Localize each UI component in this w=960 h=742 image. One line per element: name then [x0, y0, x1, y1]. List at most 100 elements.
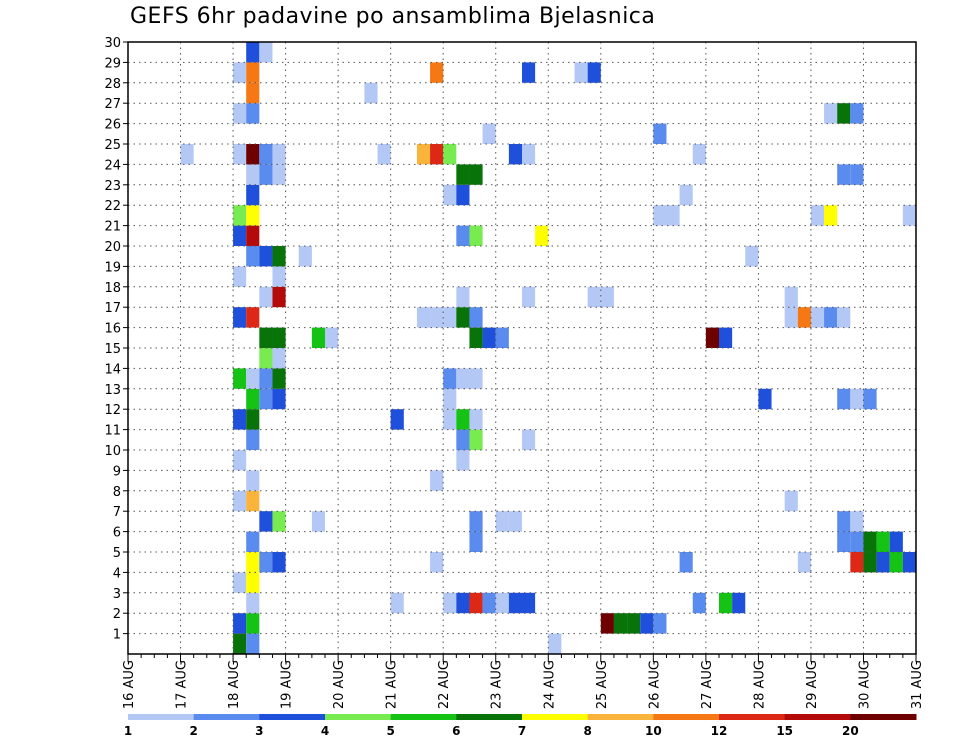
heat-cell: [495, 592, 509, 614]
colorbar-swatch: [784, 714, 851, 720]
colorbar-swatch: [653, 714, 720, 720]
heat-cell: [233, 103, 247, 124]
heat-cell: [272, 327, 286, 348]
heat-cell: [246, 613, 260, 634]
heat-cell: [482, 123, 496, 144]
heat-cell: [850, 511, 864, 532]
heat-cell: [246, 409, 260, 430]
heat-cell: [902, 552, 916, 573]
heat-cell: [679, 184, 693, 206]
chart-title: GEFS 6hr padavine po ansamblima Bjelasni…: [130, 4, 656, 29]
heat-cell: [390, 409, 404, 430]
heat-cell: [889, 531, 903, 552]
y-tick-label: 30: [104, 36, 121, 51]
heat-cell: [259, 327, 273, 348]
heat-cell: [600, 286, 614, 308]
heat-cell: [233, 633, 247, 654]
x-tick-label: 23 AUG: [490, 660, 505, 709]
y-tick-label: 18: [104, 281, 121, 296]
heat-cell: [456, 225, 470, 246]
heat-cell: [522, 592, 536, 614]
colorbar-label: 2: [189, 724, 197, 738]
heat-cell: [246, 42, 260, 63]
heat-cell: [246, 368, 260, 389]
colorbar-swatch: [193, 714, 260, 720]
x-tick-label: 28 AUG: [752, 660, 767, 709]
heat-cell: [272, 388, 286, 410]
heat-cell: [311, 511, 325, 532]
heat-cell: [443, 409, 457, 430]
y-tick-label: 4: [113, 566, 121, 581]
heat-cell: [246, 164, 260, 185]
heat-cell: [456, 450, 470, 471]
heat-cell: [469, 368, 483, 389]
y-tick-label: 17: [104, 301, 121, 316]
heat-cell: [443, 592, 457, 614]
x-tick-label: 19 AUG: [280, 660, 295, 709]
heat-cell: [837, 511, 851, 532]
y-tick-label: 6: [113, 526, 121, 541]
heat-cell: [456, 409, 470, 430]
heat-cell: [390, 592, 404, 614]
y-tick-label: 19: [104, 260, 121, 275]
heat-cell: [246, 388, 260, 410]
heat-cell: [443, 184, 457, 206]
heat-cell: [837, 531, 851, 552]
heat-cell: [902, 205, 916, 226]
heat-cell: [850, 388, 864, 410]
heat-cell: [522, 62, 536, 83]
heat-cell: [311, 327, 325, 348]
heat-cell: [508, 144, 522, 165]
colorbar-swatch: [390, 714, 457, 720]
heat-cell: [430, 552, 444, 573]
y-tick-label: 29: [104, 56, 121, 71]
y-tick-label: 7: [113, 505, 121, 520]
x-tick-label: 25 AUG: [595, 660, 610, 709]
heat-cell: [653, 123, 667, 144]
heat-cell: [456, 307, 470, 328]
heat-cell: [246, 144, 260, 165]
heat-cell: [535, 225, 549, 246]
heat-cell: [824, 205, 838, 226]
heat-cell: [850, 552, 864, 573]
heat-cell: [469, 592, 483, 614]
y-tick-label: 15: [104, 342, 121, 357]
x-tick-label: 30 AUG: [857, 660, 872, 709]
heat-cell: [613, 613, 628, 634]
heat-cell: [246, 307, 260, 328]
x-axis: 16 AUG 17 AUG 18 AUG 19 AUG 20 AUG 21 AUG 22 A…: [122, 654, 925, 709]
colorbar-swatch: [719, 714, 786, 720]
heat-cell: [246, 82, 260, 104]
heat-cell: [469, 164, 483, 185]
heat-cell: [837, 103, 851, 124]
heat-cell: [876, 531, 890, 552]
heat-cell: [246, 490, 260, 512]
heat-cell: [364, 82, 378, 104]
heat-cell: [259, 388, 273, 410]
x-tick-label: 29 AUG: [805, 660, 820, 709]
heat-cell: [430, 470, 444, 491]
heat-cell: [837, 307, 851, 328]
colorbar-swatch: [522, 714, 589, 720]
heat-cell: [246, 552, 260, 573]
heat-cell: [259, 246, 273, 267]
heat-cell: [784, 286, 798, 308]
heat-cell: [246, 205, 260, 226]
colorbar-label: 3: [255, 724, 263, 738]
y-tick-label: 11: [104, 424, 121, 439]
heat-cell: [430, 307, 444, 328]
heat-cell: [456, 184, 470, 206]
plot-frame: [127, 41, 917, 655]
y-tick-label: 12: [104, 403, 121, 418]
heat-cell: [600, 613, 614, 634]
heat-cell: [719, 592, 733, 614]
x-tick-label: 22 AUG: [437, 660, 452, 709]
heat-cell: [719, 327, 733, 348]
colorbar-label: 8: [583, 724, 591, 738]
heat-cell: [705, 327, 719, 348]
heat-cell: [443, 388, 457, 410]
heat-cell: [482, 327, 496, 348]
heat-cell: [850, 103, 864, 124]
heat-cell: [233, 409, 247, 430]
heat-cell: [587, 286, 601, 308]
